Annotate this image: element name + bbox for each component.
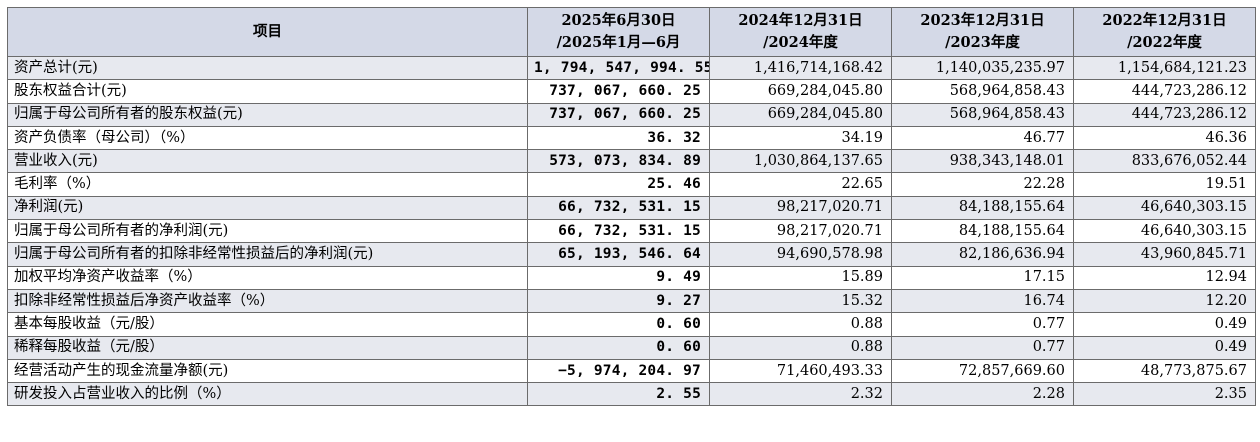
value-2022: 0.49 (1073, 312, 1256, 337)
row-label: 资产总计(元) (7, 55, 528, 81)
value-2025h1: 2. 55 (527, 382, 710, 407)
value-2022: 1,154,684,121.23 (1073, 55, 1256, 81)
value-2024: 98,217,020.71 (709, 219, 892, 244)
row-label: 股东权益合计(元) (7, 79, 528, 104)
value-2024: 1,416,714,168.42 (709, 55, 892, 81)
table-row: 经营活动产生的现金流量净额(元) −5, 974, 204. 97 71,460,4… (7, 358, 1256, 384)
value-2025h1: 573, 073, 834. 89 (527, 149, 710, 174)
value-2025h1: 0. 60 (527, 312, 710, 337)
value-2024: 0.88 (709, 335, 892, 360)
row-label: 营业收入(元) (7, 149, 528, 174)
value-2024: 669,284,045.80 (709, 102, 892, 127)
value-2022: 19.51 (1073, 172, 1256, 197)
row-label: 归属于母公司所有者的股东权益(元) (7, 102, 528, 127)
value-2022: 444,723,286.12 (1073, 102, 1256, 127)
value-2025h1: 737, 067, 660. 25 (527, 79, 710, 104)
row-label: 基本每股收益（元/股） (7, 312, 528, 337)
header-2025h1: 2025年6月30日/2025年1月—6月 (527, 7, 710, 57)
value-2022: 43,960,845.71 (1073, 242, 1256, 267)
table-row: 基本每股收益（元/股） 0. 60 0.88 0.77 0.49 (7, 312, 1256, 337)
value-2024: 2.32 (709, 382, 892, 407)
value-2024: 94,690,578.98 (709, 242, 892, 267)
value-2024: 15.89 (709, 265, 892, 290)
table-row: 扣除非经常性损益后净资产收益率（%） 9. 27 15.32 16.74 12.20 (7, 288, 1256, 314)
row-label: 加权平均净资产收益率（%） (7, 265, 528, 290)
value-2022: 48,773,875.67 (1073, 358, 1256, 384)
value-2022: 2.35 (1073, 382, 1256, 407)
table-row: 营业收入(元) 573, 073, 834. 89 1,030,864,137.65… (7, 149, 1256, 174)
table-row: 归属于母公司所有者的扣除非经常性损益后的净利润(元) 65, 193, 546. … (7, 242, 1256, 267)
value-2022: 12.94 (1073, 265, 1256, 290)
value-2023: 17.15 (891, 265, 1074, 290)
value-2022: 0.49 (1073, 335, 1256, 360)
value-2024: 0.88 (709, 312, 892, 337)
value-2023: 84,188,155.64 (891, 219, 1074, 244)
table-row: 股东权益合计(元) 737, 067, 660. 25 669,284,045.80… (7, 79, 1256, 104)
value-2023: 0.77 (891, 312, 1074, 337)
value-2025h1: −5, 974, 204. 97 (527, 358, 710, 384)
value-2023: 568,964,858.43 (891, 79, 1074, 104)
row-label: 归属于母公司所有者的扣除非经常性损益后的净利润(元) (7, 242, 528, 267)
value-2022: 46,640,303.15 (1073, 195, 1256, 221)
value-2025h1: 25. 46 (527, 172, 710, 197)
table-row: 归属于母公司所有者的股东权益(元) 737, 067, 660. 25 669,28… (7, 102, 1256, 127)
row-label: 归属于母公司所有者的净利润(元) (7, 219, 528, 244)
value-2023: 16.74 (891, 288, 1074, 314)
value-2023: 1,140,035,235.97 (891, 55, 1074, 81)
header-2023: 2023年12月31日/2023年度 (891, 7, 1074, 57)
value-2023: 84,188,155.64 (891, 195, 1074, 221)
value-2022: 12.20 (1073, 288, 1256, 314)
value-2024: 71,460,493.33 (709, 358, 892, 384)
value-2024: 98,217,020.71 (709, 195, 892, 221)
header-2022: 2022年12月31日/2022年度 (1073, 7, 1256, 57)
row-label: 资产负债率（母公司）（%） (7, 125, 528, 151)
value-2024: 669,284,045.80 (709, 79, 892, 104)
financial-data-table: 项目 2025年6月30日/2025年1月—6月 2024年12月31日/202… (7, 7, 1256, 407)
value-2025h1: 65, 193, 546. 64 (527, 242, 710, 267)
value-2023: 46.77 (891, 125, 1074, 151)
value-2022: 46,640,303.15 (1073, 219, 1256, 244)
value-2025h1: 1, 794, 547, 994. 55 (527, 55, 710, 81)
value-2024: 1,030,864,137.65 (709, 149, 892, 174)
value-2023: 568,964,858.43 (891, 102, 1074, 127)
table-row: 研发投入占营业收入的比例（%） 2. 55 2.32 2.28 2.35 (7, 382, 1256, 407)
table-row: 资产总计(元) 1, 794, 547, 994. 55 1,416,714,168… (7, 55, 1256, 81)
value-2025h1: 66, 732, 531. 15 (527, 219, 710, 244)
value-2022: 833,676,052.44 (1073, 149, 1256, 174)
table-row: 稀释每股收益（元/股） 0. 60 0.88 0.77 0.49 (7, 335, 1256, 360)
row-label: 净利润(元) (7, 195, 528, 221)
table-row: 资产负债率（母公司）（%） 36. 32 34.19 46.77 46.36 (7, 125, 1256, 151)
value-2025h1: 0. 60 (527, 335, 710, 360)
value-2023: 0.77 (891, 335, 1074, 360)
table-header: 项目 2025年6月30日/2025年1月—6月 2024年12月31日/202… (7, 7, 1256, 57)
value-2022: 444,723,286.12 (1073, 79, 1256, 104)
table-row: 加权平均净资产收益率（%） 9. 49 15.89 17.15 12.94 (7, 265, 1256, 290)
table-row: 毛利率（%） 25. 46 22.65 22.28 19.51 (7, 172, 1256, 197)
value-2025h1: 9. 27 (527, 288, 710, 314)
value-2023: 22.28 (891, 172, 1074, 197)
row-label: 研发投入占营业收入的比例（%） (7, 382, 528, 407)
value-2023: 72,857,669.60 (891, 358, 1074, 384)
row-label: 扣除非经常性损益后净资产收益率（%） (7, 288, 528, 314)
header-item: 项目 (7, 7, 528, 57)
table-body: 资产总计(元) 1, 794, 547, 994. 55 1,416,714,168… (7, 55, 1256, 407)
value-2025h1: 36. 32 (527, 125, 710, 151)
value-2025h1: 737, 067, 660. 25 (527, 102, 710, 127)
row-label: 毛利率（%） (7, 172, 528, 197)
header-row: 项目 2025年6月30日/2025年1月—6月 2024年12月31日/202… (7, 7, 1256, 57)
value-2025h1: 66, 732, 531. 15 (527, 195, 710, 221)
header-2024: 2024年12月31日/2024年度 (709, 7, 892, 57)
value-2022: 46.36 (1073, 125, 1256, 151)
value-2023: 938,343,148.01 (891, 149, 1074, 174)
value-2025h1: 9. 49 (527, 265, 710, 290)
table-row: 净利润(元) 66, 732, 531. 15 98,217,020.71 84,18… (7, 195, 1256, 221)
value-2023: 82,186,636.94 (891, 242, 1074, 267)
row-label: 经营活动产生的现金流量净额(元) (7, 358, 528, 384)
table-row: 归属于母公司所有者的净利润(元) 66, 732, 531. 15 98,217,0… (7, 219, 1256, 244)
value-2024: 22.65 (709, 172, 892, 197)
value-2024: 15.32 (709, 288, 892, 314)
row-label: 稀释每股收益（元/股） (7, 335, 528, 360)
value-2023: 2.28 (891, 382, 1074, 407)
value-2024: 34.19 (709, 125, 892, 151)
